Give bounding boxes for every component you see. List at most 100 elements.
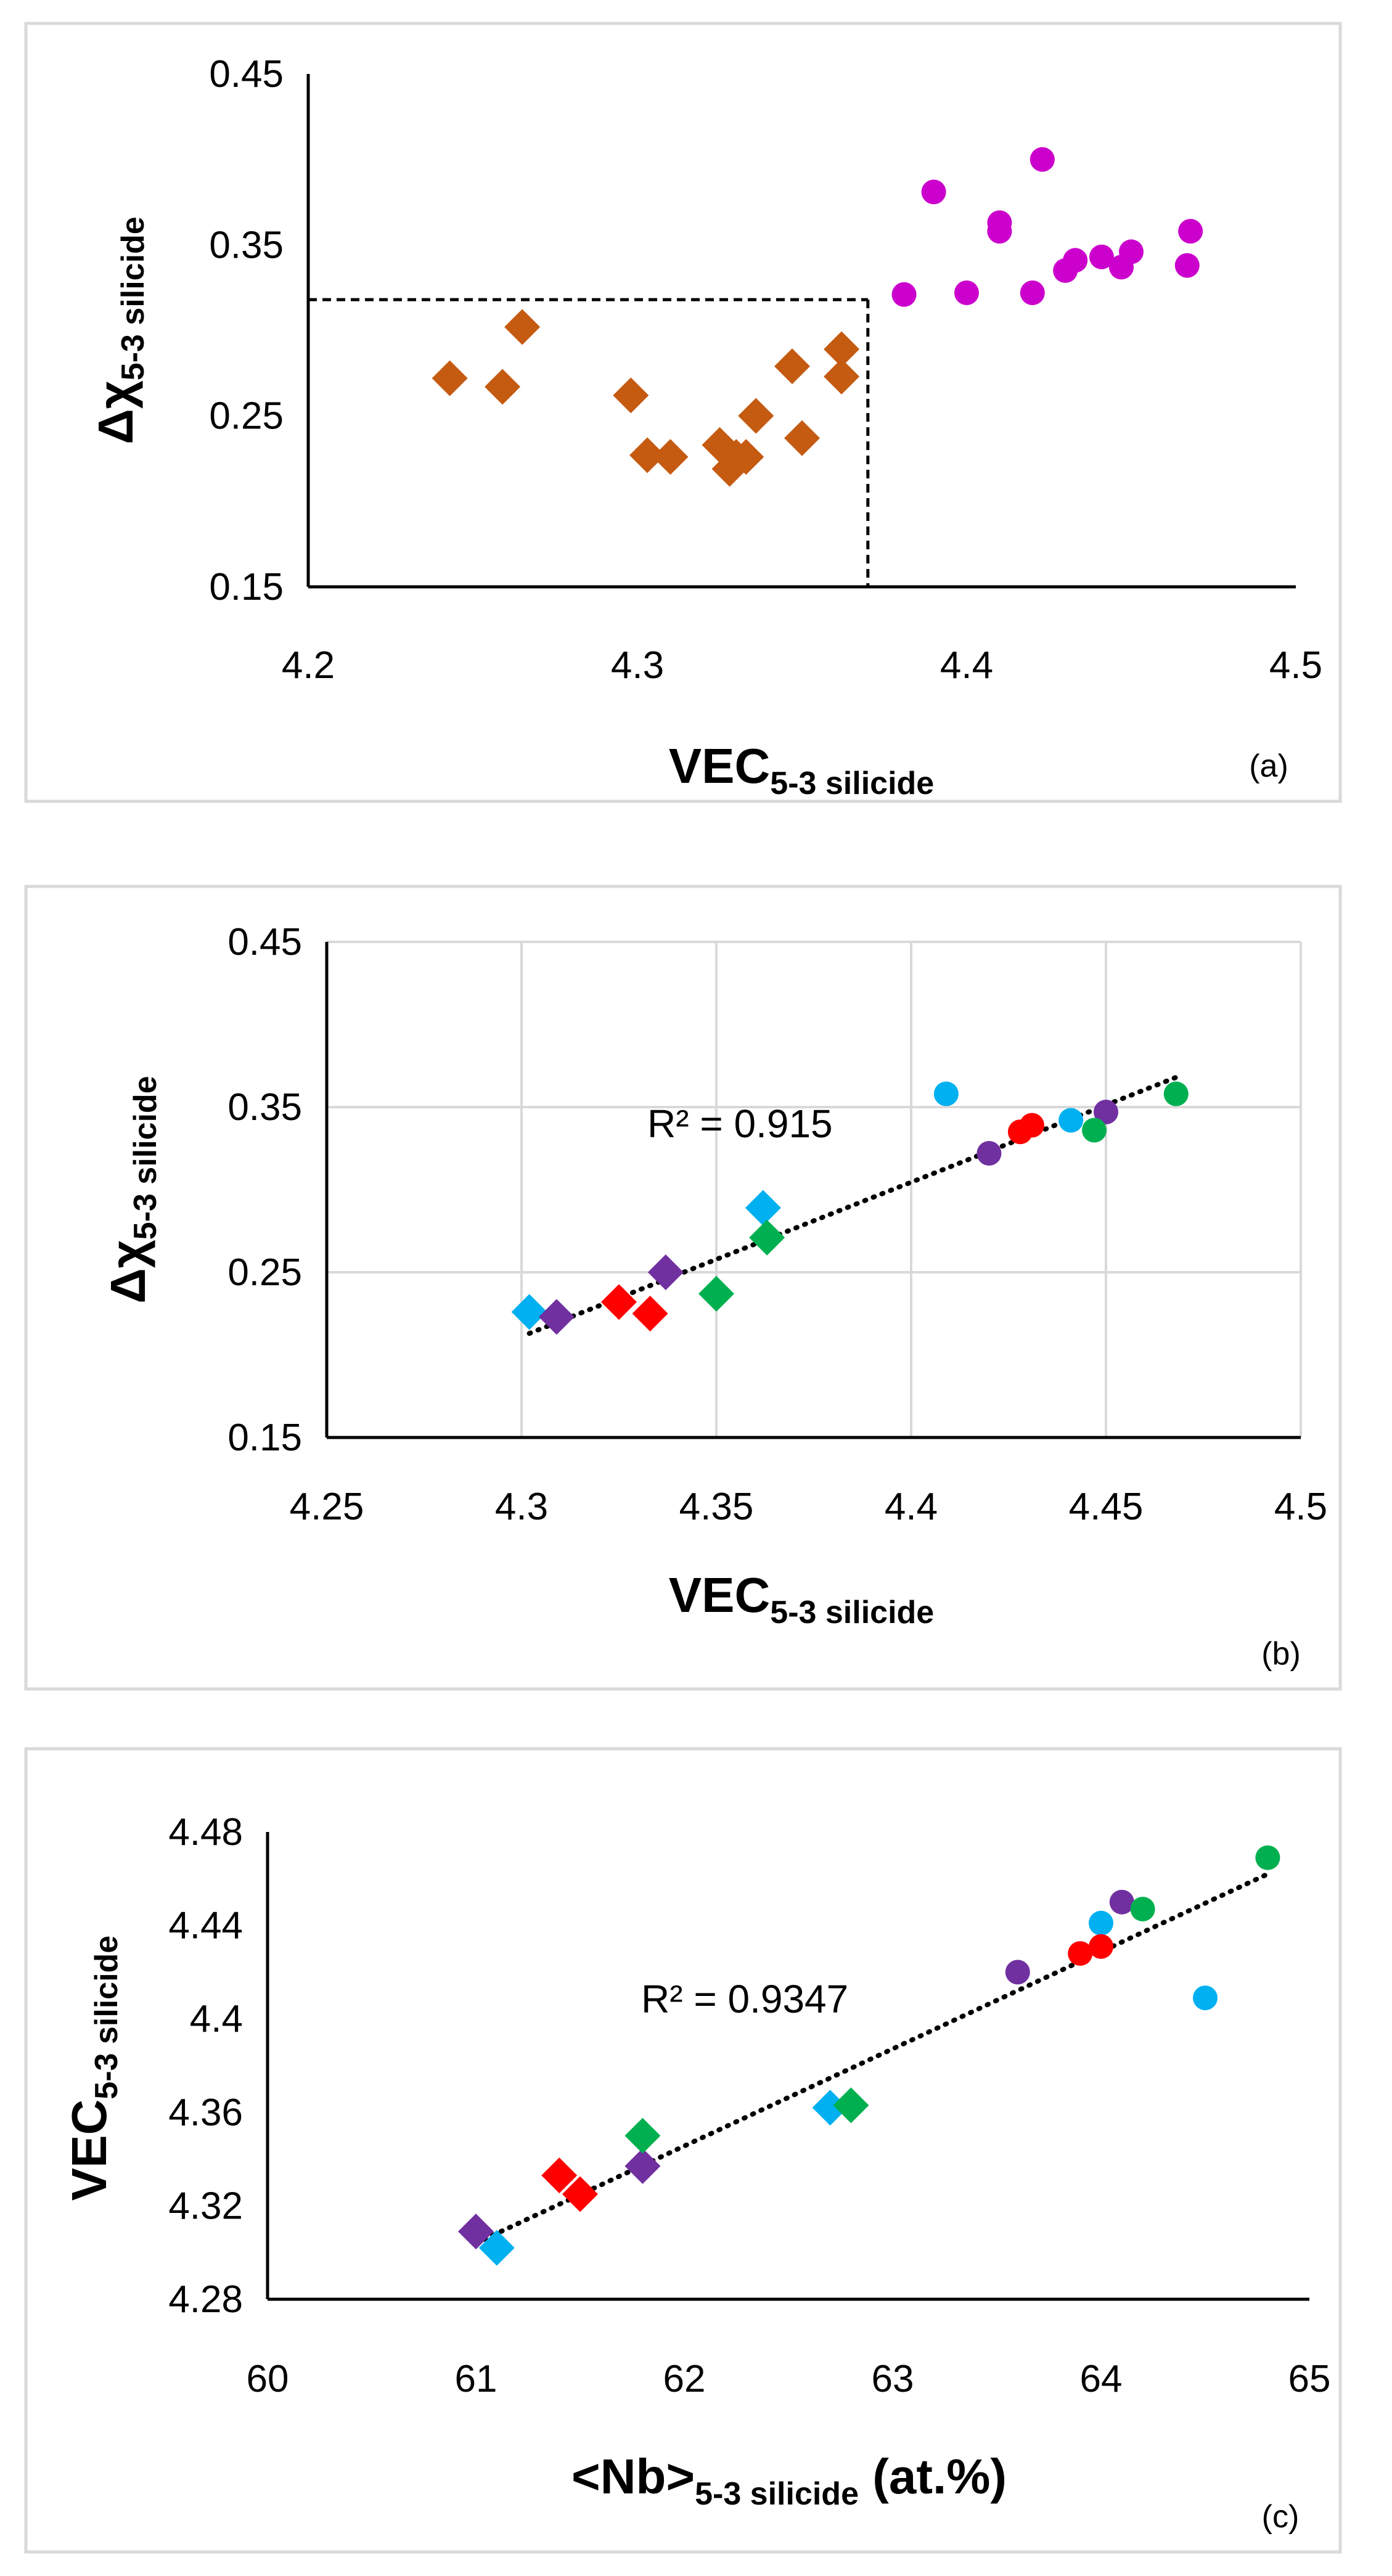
data-point-diamonds-diamond (652, 439, 689, 475)
data-point-diamonds-diamond (784, 420, 820, 456)
y-tick-label: 0.25 (209, 395, 284, 438)
data-point-purple-diamond (458, 2214, 494, 2250)
data-point-red-circle (1019, 1113, 1044, 1138)
data-point-diamonds-diamond (774, 348, 810, 385)
data-point-diamonds-diamond (485, 369, 521, 405)
data-point-circles-circle (1119, 239, 1144, 264)
x-tick-label: 4.45 (1069, 1486, 1144, 1528)
x-tick-label: 64 (1080, 2358, 1123, 2400)
x-axis-title: VEC5-3 silicide (669, 738, 934, 801)
data-point-green-diamond (624, 2117, 661, 2154)
y-axis-title: VEC5-3 silicide (62, 1936, 125, 2201)
x-tick-label: 4.5 (1269, 644, 1322, 687)
chart-frame (24, 22, 1342, 803)
x-axis-title: <Nb>5-3 silicide (at.%) (571, 2449, 1007, 2512)
data-point-red-diamond (541, 2157, 578, 2194)
data-point-purple-diamond (647, 1254, 684, 1290)
data-point-blue-circle (1089, 1910, 1113, 1936)
y-tick-label: 4.32 (168, 2185, 243, 2227)
data-point-red-circle (1089, 1934, 1113, 1959)
y-tick-label: 4.44 (168, 1905, 243, 1947)
data-point-diamonds-diamond (432, 360, 468, 396)
data-point-green-circle (1255, 1845, 1280, 1870)
r-squared-label: R² = 0.915 (647, 1102, 833, 1146)
x-tick-label: 4.5 (1274, 1486, 1327, 1528)
y-axis-title: Δχ5-3 silicide (100, 1076, 163, 1303)
data-point-diamonds-diamond (718, 439, 755, 475)
data-point-diamonds-diamond (824, 358, 860, 395)
data-point-purple-diamond (538, 1299, 575, 1335)
chart-panel-1: 4.2 4.3 4.4 4.5 0.15 0.25 0.35 0.45 VEC5-3 silic… (24, 22, 1342, 803)
y-tick-label: 0.45 (227, 921, 302, 963)
data-point-purple-circle (976, 1141, 1002, 1166)
data-point-green-circle (1130, 1897, 1155, 1922)
x-tick-label: 4.3 (611, 644, 664, 687)
y-tick-label: 4.36 (168, 2091, 243, 2134)
data-point-circles-circle (891, 282, 917, 307)
data-point-circles-circle (1178, 219, 1203, 244)
x-tick-label: 65 (1288, 2358, 1331, 2400)
data-point-circles-circle (1063, 248, 1088, 273)
data-point-diamonds-diamond (738, 398, 774, 434)
data-point-circles-circle (1174, 253, 1200, 278)
data-point-diamonds-diamond (504, 309, 541, 345)
data-point-green-diamond (698, 1275, 734, 1312)
x-tick-label: 4.4 (940, 644, 993, 687)
y-tick-label: 4.4 (190, 1998, 243, 2040)
data-point-purple-diamond (624, 2148, 661, 2184)
y-axis-title: Δχ5-3 silicide (88, 216, 151, 444)
data-point-diamonds-diamond (824, 331, 860, 367)
data-point-blue-circle (933, 1081, 959, 1106)
data-point-green-circle (1163, 1081, 1189, 1106)
data-point-circles-circle (987, 210, 1012, 235)
data-point-diamonds-diamond (629, 437, 666, 473)
x-tick-label: 61 (455, 2358, 497, 2400)
data-point-red-diamond (562, 2176, 598, 2212)
data-point-purple-circle (1109, 1889, 1134, 1915)
chart-frame (24, 885, 1342, 1691)
data-point-circles-circle (921, 179, 946, 205)
data-point-purple-circle (1005, 1960, 1030, 1985)
data-point-purple-circle (1094, 1100, 1118, 1125)
chart-panel-3: 60 61 62 63 64 65 4.28 4.32 4.36 4.4 4.44 4.48 R² = … (24, 1747, 1342, 2554)
data-point-blue-diamond (478, 2230, 515, 2266)
trendline (473, 1871, 1271, 2246)
x-tick-label: 4.4 (885, 1486, 938, 1528)
data-point-diamonds-diamond (613, 377, 649, 414)
y-tick-label: 4.48 (168, 1811, 243, 1854)
x-tick-label: 4.35 (679, 1486, 754, 1528)
x-tick-label: 60 (247, 2358, 289, 2400)
x-tick-label: 4.3 (495, 1486, 548, 1528)
y-tick-label: 0.15 (227, 1417, 302, 1459)
panel-label: (c) (1262, 2499, 1300, 2535)
panel-label: (a) (1249, 748, 1288, 784)
data-point-red-circle (1068, 1941, 1093, 1966)
y-tick-label: 0.35 (209, 224, 284, 266)
data-point-red-diamond (601, 1284, 637, 1320)
x-tick-label: 4.25 (290, 1486, 364, 1528)
data-point-green-diamond (833, 2087, 869, 2124)
data-point-blue-diamond (745, 1190, 781, 1226)
data-point-blue-diamond (511, 1294, 547, 1330)
x-tick-label: 4.2 (282, 644, 335, 687)
data-point-blue-circle (1193, 1985, 1218, 2011)
data-point-blue-diamond (812, 2090, 848, 2126)
data-point-circles-circle (1020, 280, 1045, 305)
y-tick-label: 0.45 (209, 53, 284, 96)
x-tick-label: 62 (663, 2358, 706, 2400)
chart-frame (24, 1747, 1342, 2554)
data-point-blue-circle (1058, 1108, 1084, 1133)
data-point-green-diamond (749, 1219, 785, 1256)
y-tick-label: 0.25 (227, 1251, 302, 1294)
data-point-circles-circle (1089, 244, 1114, 269)
data-point-circles-circle (954, 280, 979, 305)
y-tick-label: 0.15 (209, 566, 284, 608)
panel-label: (b) (1261, 1636, 1301, 1672)
data-point-green-circle (1082, 1118, 1107, 1143)
chart-panel-2: 4.25 4.3 4.35 4.4 4.45 4.5 0.15 0.25 0.35 0.45 R² … (24, 885, 1342, 1691)
x-axis-title: VEC5-3 silicide (669, 1568, 934, 1630)
y-tick-label: 0.35 (227, 1086, 302, 1129)
x-tick-label: 63 (872, 2358, 914, 2400)
data-point-circles-circle (1030, 147, 1055, 172)
